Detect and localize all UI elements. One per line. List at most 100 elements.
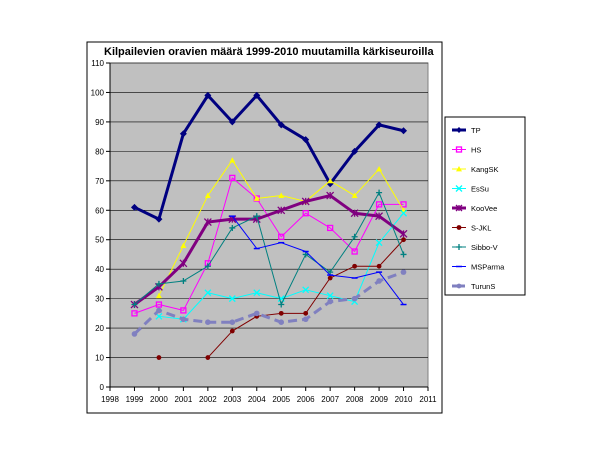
x-tick-label: 2008 [346, 395, 364, 404]
data-point [400, 269, 407, 275]
data-point [400, 127, 408, 135]
x-tick-label: 2009 [370, 395, 388, 404]
data-point [351, 147, 359, 155]
y-tick-label: 100 [91, 88, 105, 97]
data-point [278, 310, 284, 316]
data-point [155, 301, 163, 308]
data-point [204, 192, 211, 198]
y-tick-label: 20 [95, 324, 104, 333]
data-point [179, 259, 188, 268]
data-point [180, 277, 187, 284]
data-point [327, 224, 334, 232]
series-line [133, 194, 405, 306]
legend-label: HS [471, 146, 481, 155]
data-point [455, 204, 463, 212]
data-point [351, 248, 358, 255]
data-point [400, 209, 407, 217]
data-point [180, 316, 187, 323]
legend-label: S-JKL [471, 224, 491, 233]
x-tick-label: 2004 [248, 395, 266, 404]
data-point [376, 189, 383, 196]
data-point [352, 263, 358, 269]
data-point [456, 166, 462, 172]
data-point [326, 191, 335, 200]
data-point [400, 251, 407, 258]
legend-box [444, 116, 526, 296]
y-tick-label: 30 [95, 295, 104, 304]
series-line [231, 215, 404, 305]
data-point [229, 174, 236, 182]
series-turuns [131, 269, 407, 337]
data-point [131, 310, 138, 317]
legend: TP HS KangSK EsSu KooVee S-JKL Sibbo-V MSParma T… [444, 116, 526, 296]
series-koovee [130, 191, 408, 309]
data-point [327, 298, 333, 305]
data-point [351, 192, 358, 198]
data-point [229, 157, 236, 163]
legend-label: MSParma [471, 263, 505, 272]
data-point [303, 310, 309, 316]
data-point [278, 192, 285, 198]
data-point [376, 278, 382, 284]
data-point [375, 201, 383, 208]
legend-label: KooVee [471, 204, 497, 213]
data-point [179, 130, 187, 138]
data-point [253, 91, 261, 99]
x-tick-label: 1998 [101, 395, 119, 404]
data-point [376, 263, 382, 269]
data-point [375, 239, 383, 247]
legend-label: Sibbo-V [471, 243, 498, 252]
x-tick-label: 1999 [126, 395, 144, 404]
data-point [228, 295, 236, 303]
data-point [350, 209, 359, 218]
series-kangsk [155, 157, 407, 299]
data-point [456, 127, 462, 133]
x-tick-label: 2001 [174, 395, 192, 404]
data-point [156, 355, 162, 360]
legend-label: EsSu [471, 185, 489, 194]
data-point [278, 233, 285, 240]
data-point [326, 292, 334, 300]
data-point [327, 275, 333, 281]
data-point [278, 319, 285, 326]
data-point [203, 218, 212, 227]
data-point [155, 280, 162, 287]
data-point [455, 146, 463, 153]
data-point [456, 283, 462, 289]
data-point [376, 166, 383, 172]
data-point [130, 203, 138, 211]
legend-label: KangSK [471, 165, 499, 174]
data-point [401, 237, 406, 243]
x-tick-label: 2011 [419, 395, 437, 404]
data-point [180, 242, 187, 249]
y-tick-label: 70 [95, 177, 104, 186]
y-tick-label: 10 [95, 354, 104, 363]
x-tick-label: 2000 [150, 395, 168, 404]
data-point [253, 310, 260, 317]
data-point [277, 206, 286, 215]
legend-label: TurunS [471, 282, 495, 291]
y-tick-label: 90 [95, 118, 104, 127]
data-point [155, 292, 162, 299]
data-point [399, 229, 408, 238]
data-point [155, 215, 163, 223]
x-tick-label: 2002 [199, 395, 217, 404]
data-point [229, 328, 235, 334]
data-point [205, 319, 211, 326]
plot-area [109, 62, 429, 388]
y-tick-label: 60 [95, 206, 104, 215]
data-point [302, 316, 309, 323]
y-tick-label: 50 [95, 236, 104, 245]
series-sibbo-v [131, 189, 407, 308]
data-point [302, 210, 309, 217]
series-line [133, 93, 404, 221]
data-point [302, 251, 309, 258]
y-tick-label: 110 [91, 59, 104, 68]
series-msparma [229, 215, 407, 306]
x-tick-label: 2003 [223, 395, 241, 404]
data-point [131, 301, 138, 308]
data-point [204, 91, 212, 99]
data-point [205, 355, 211, 360]
data-point [302, 136, 310, 144]
data-point [253, 213, 260, 220]
